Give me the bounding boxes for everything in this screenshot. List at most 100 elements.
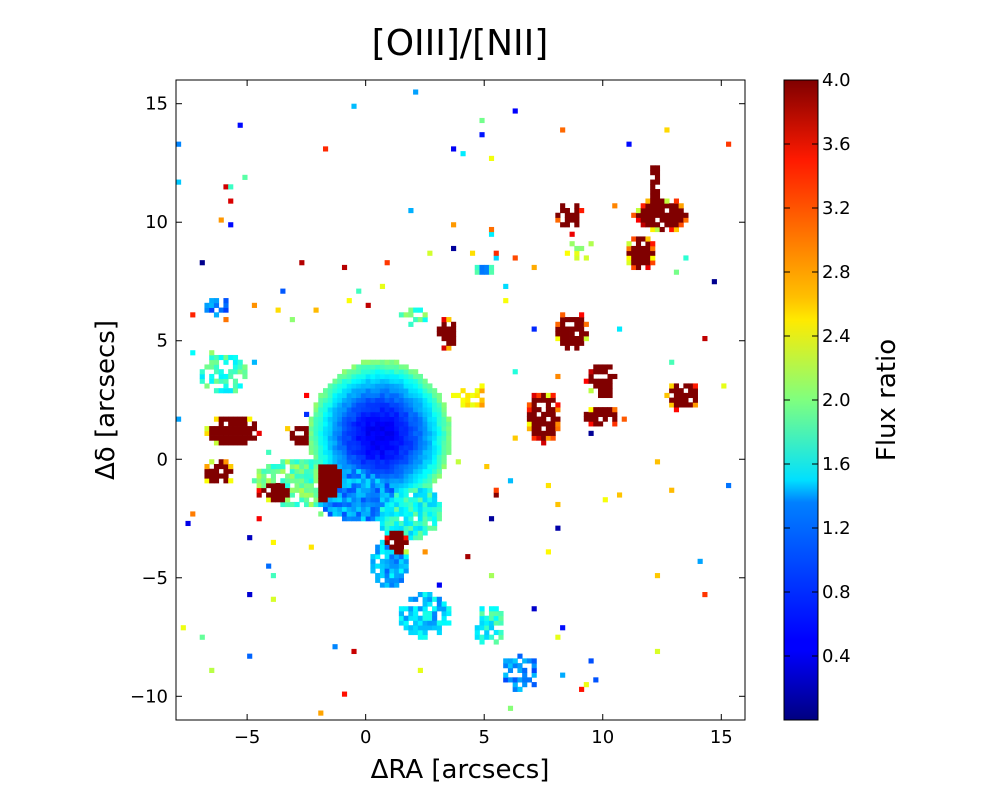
heatmap-pixel	[251, 359, 258, 365]
heatmap-pixel	[635, 241, 642, 247]
heatmap-pixel	[398, 549, 404, 555]
heatmap-pixel	[422, 501, 428, 508]
heatmap-pixel	[356, 369, 362, 375]
heatmap-pixel	[427, 468, 433, 474]
heatmap-pixel	[541, 416, 547, 422]
heatmap-pixel	[422, 634, 428, 640]
heatmap-pixel	[322, 468, 329, 474]
heatmap-pixel	[555, 421, 561, 427]
heatmap-pixel	[384, 487, 390, 493]
heatmap-pixel	[370, 430, 376, 436]
heatmap-pixel	[602, 378, 608, 384]
heatmap-pixel	[213, 312, 220, 318]
heatmap-pixel	[422, 497, 428, 503]
heatmap-pixel	[213, 364, 220, 370]
heatmap-pixel	[218, 459, 224, 465]
heatmap-pixel	[436, 601, 442, 607]
heatmap-pixel	[640, 255, 646, 261]
heatmap-pixel	[631, 250, 637, 256]
heatmap-pixel	[327, 511, 333, 517]
heatmap-pixel	[427, 473, 433, 479]
heatmap-pixel	[389, 426, 395, 432]
heatmap-pixel	[465, 392, 471, 399]
heatmap-pixel	[432, 430, 438, 436]
heatmap-pixel	[422, 383, 428, 389]
heatmap-pixel	[332, 411, 338, 417]
heatmap-pixel	[360, 369, 367, 375]
heatmap-pixel	[417, 426, 423, 432]
heatmap-pixel	[384, 449, 390, 455]
heatmap-pixel	[332, 487, 338, 493]
heatmap-pixel	[635, 212, 642, 218]
heatmap-pixel	[294, 482, 300, 489]
heatmap-pixel	[209, 298, 215, 304]
heatmap-pixel	[223, 388, 229, 394]
heatmap-pixel	[398, 392, 404, 399]
heatmap-pixel	[408, 506, 414, 512]
heatmap-pixel	[403, 482, 409, 489]
heatmap-pixel	[280, 501, 286, 508]
heatmap-pixel	[498, 620, 504, 626]
heatmap-pixel	[341, 369, 348, 375]
heatmap-pixel	[626, 255, 632, 261]
heatmap-pixel	[360, 421, 367, 427]
heatmap-pixel	[223, 468, 229, 474]
heatmap-pixel	[427, 454, 433, 460]
heatmap-pixel	[403, 620, 409, 626]
heatmap-pixel	[379, 582, 386, 588]
heatmap-pixel	[370, 506, 376, 512]
heatmap-pixel	[351, 421, 357, 427]
heatmap-pixel	[564, 336, 570, 342]
heatmap-pixel	[337, 383, 343, 389]
heatmap-pixel	[341, 430, 348, 436]
heatmap-pixel	[579, 326, 585, 332]
heatmap-pixel	[360, 407, 367, 413]
heatmap-pixel	[370, 473, 376, 479]
heatmap-pixel	[375, 383, 381, 389]
heatmap-pixel	[498, 610, 504, 617]
heatmap-pixel	[436, 506, 442, 512]
heatmap-pixel	[417, 478, 423, 484]
heatmap-pixel	[384, 459, 390, 465]
heatmap-pixel	[332, 407, 338, 413]
heatmap-pixel	[536, 421, 542, 427]
heatmap-pixel	[422, 492, 428, 498]
heatmap-pixel	[417, 449, 423, 455]
heatmap-pixel	[304, 497, 310, 503]
heatmap-pixel	[223, 383, 229, 389]
heatmap-pixel	[427, 615, 433, 621]
heatmap-pixel	[683, 383, 689, 389]
heatmap-pixel	[569, 241, 575, 247]
heatmap-pixel	[356, 445, 362, 451]
heatmap-pixel	[417, 620, 423, 626]
heatmap-pixel	[270, 482, 276, 489]
heatmap-pixel	[664, 127, 670, 133]
heatmap-pixel	[237, 440, 243, 446]
heatmap-pixel	[332, 421, 338, 427]
heatmap-pixel	[398, 378, 404, 384]
heatmap-pixel	[598, 388, 604, 394]
heatmap-pixel	[370, 501, 376, 508]
heatmap-pixel	[308, 473, 314, 479]
heatmap-pixel	[360, 487, 367, 493]
heatmap-pixel	[432, 506, 438, 512]
heatmap-pixel	[583, 411, 589, 417]
heatmap-pixel	[289, 492, 295, 498]
heatmap-pixel	[493, 250, 499, 256]
heatmap-pixel	[436, 596, 442, 602]
heatmap-pixel	[313, 445, 319, 451]
heatmap-pixel	[408, 307, 414, 313]
heatmap-pixel	[432, 478, 438, 484]
heatmap-pixel	[631, 260, 637, 266]
heatmap-pixel	[408, 312, 414, 318]
heatmap-pixel	[607, 407, 613, 413]
heatmap-pixel	[318, 710, 324, 716]
heatmap-pixel	[285, 497, 291, 503]
heatmap-pixel	[356, 473, 362, 479]
heatmap-pixel	[228, 478, 234, 484]
heatmap-pixel	[332, 416, 338, 422]
heatmap-pixel	[403, 378, 409, 384]
heatmap-pixel	[413, 482, 419, 489]
heatmap-pixel	[384, 378, 390, 384]
heatmap-pixel	[322, 473, 329, 479]
